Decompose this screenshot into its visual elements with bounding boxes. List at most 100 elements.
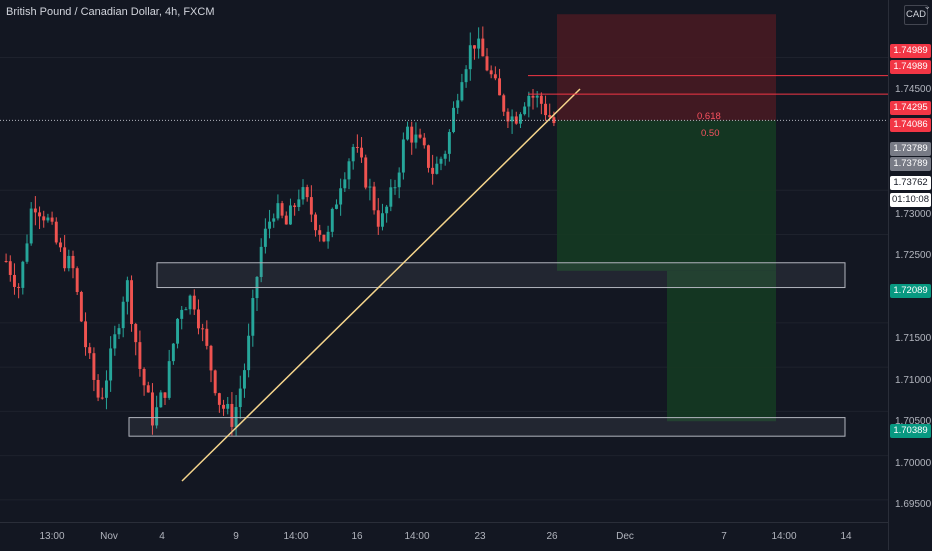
candle-body (171, 343, 175, 362)
price-chart[interactable] (0, 0, 888, 522)
candle-body (535, 95, 539, 98)
candle-body (460, 82, 464, 101)
candle-body (17, 286, 21, 288)
time-tick: 13:00 (39, 531, 65, 542)
candle-body (58, 242, 62, 248)
candle-body (130, 280, 134, 325)
candle-body (309, 197, 313, 215)
candle-body (184, 309, 188, 311)
candle-body (38, 212, 42, 217)
candle-body (293, 205, 297, 207)
candle-body (447, 132, 451, 154)
price-tick: 1.72500 (895, 250, 932, 261)
candle-body (163, 392, 167, 398)
fib-label-50: 0.50 (701, 128, 720, 139)
symbol-title: British Pound / Canadian Dollar, 4h, FXC… (6, 6, 215, 18)
price-tick: 1.69500 (895, 499, 932, 510)
time-tick: 9 (233, 531, 239, 542)
candle-body (443, 153, 447, 159)
candle-body (4, 261, 8, 262)
currency-button[interactable]: CAD (904, 5, 928, 25)
candle-body (180, 309, 184, 319)
candle-body (472, 45, 476, 49)
candle-body (343, 179, 347, 189)
candle-body (355, 146, 359, 148)
candle-body (456, 100, 460, 108)
stop-price-tag: 1.74989 (890, 60, 931, 74)
candle-body (125, 280, 129, 302)
candle-body (439, 158, 443, 164)
candle-body (506, 111, 510, 122)
candle-body (79, 291, 83, 322)
entry-price-tag: 1.73789 (890, 157, 931, 171)
candle-body (222, 404, 226, 409)
candle-body (435, 163, 439, 174)
price-axis[interactable]: CAD ⌄ 1.74500 1.73000 1.72500 1.71500 1.… (888, 0, 932, 550)
candle-body (539, 95, 543, 104)
candle-body (393, 187, 397, 189)
candle-body (230, 403, 234, 427)
candle-body (142, 368, 146, 386)
candle-body (247, 335, 251, 371)
time-axis[interactable]: 13:00 Nov 4 9 14:00 16 14:00 23 26 Dec 7… (0, 522, 888, 551)
chart-area[interactable]: British Pound / Canadian Dollar, 4h, FXC… (0, 0, 888, 522)
candle-body (410, 126, 414, 143)
candle-body (209, 345, 213, 371)
candle-body (67, 255, 71, 269)
candle-body (389, 187, 393, 207)
candle-body (234, 407, 238, 427)
time-tick: 23 (474, 531, 486, 542)
candle-body (401, 139, 405, 173)
candle-body (192, 295, 196, 310)
time-tick: Nov (100, 531, 118, 542)
candle-body (138, 342, 142, 369)
candle-body (280, 203, 284, 216)
take-profit-zone-1 (557, 120, 776, 271)
candle-body (406, 126, 410, 140)
candle-body (301, 187, 305, 200)
candle-body (217, 393, 221, 405)
time-tick: 26 (546, 531, 558, 542)
candle-body (25, 243, 29, 262)
candle-body (334, 204, 338, 209)
chevron-down-icon[interactable]: ⌄ (923, 1, 931, 11)
candle-body (88, 347, 92, 354)
candle-body (259, 246, 263, 277)
candle-body (109, 348, 113, 381)
candle-body (268, 221, 272, 229)
candle-body (297, 199, 301, 207)
price-tick: 1.70000 (895, 458, 932, 469)
candle-body (167, 361, 171, 398)
candle-body (50, 217, 54, 222)
candle-body (510, 116, 514, 122)
candle-body (326, 231, 330, 242)
resistance-box (156, 262, 846, 289)
candle-body (360, 147, 364, 158)
candle-body (276, 203, 280, 219)
candle-body (155, 407, 159, 426)
candle-body (426, 145, 430, 168)
candle-body (84, 321, 88, 348)
candle-body (422, 137, 426, 146)
price-tick: 1.71000 (895, 375, 932, 386)
stop-price-tag: 1.74989 (890, 44, 931, 58)
candle-body (71, 255, 75, 269)
candle-body (96, 379, 100, 398)
candle-body (238, 388, 242, 408)
candle-body (121, 301, 125, 329)
candle-body (502, 95, 506, 112)
time-tick: 4 (159, 531, 165, 542)
candle-body (372, 186, 376, 211)
candle-body (347, 161, 351, 180)
bar-countdown: 01:10:08 (890, 193, 931, 207)
candle-body (318, 230, 322, 235)
candle-body (485, 56, 489, 71)
support-box (128, 417, 846, 437)
candle-body (29, 208, 33, 244)
candle-body (477, 38, 481, 49)
candle-body (213, 370, 217, 394)
time-tick: 14 (840, 531, 852, 542)
candle-body (92, 353, 96, 380)
candle-body (523, 106, 527, 115)
candle-body (75, 268, 79, 292)
